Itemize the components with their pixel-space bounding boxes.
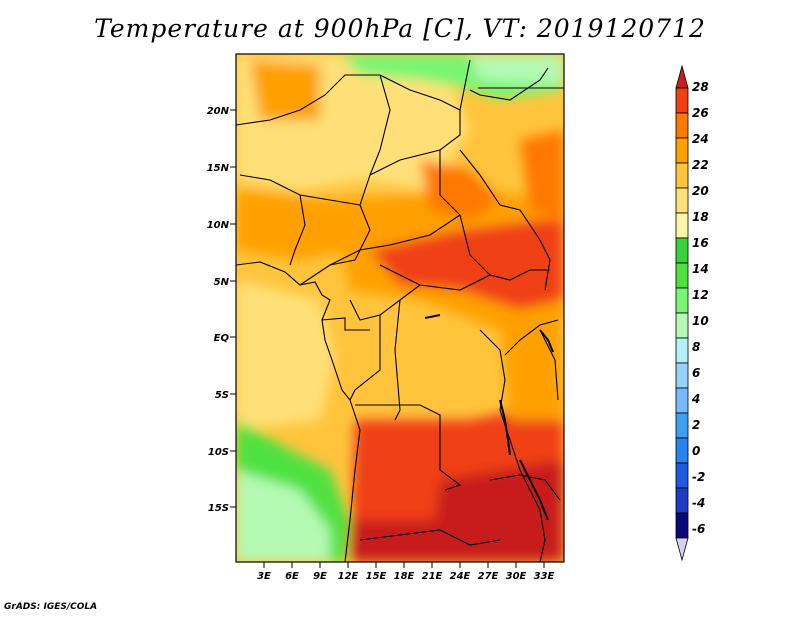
colorbar-label: 26 xyxy=(692,106,709,120)
colorbar-label: -2 xyxy=(692,470,705,484)
lat-label-10s: 10S xyxy=(208,447,229,458)
lat-label-5s: 5S xyxy=(215,390,229,401)
colorbar-box xyxy=(675,487,689,514)
lat-label-15s: 15S xyxy=(208,503,229,514)
colorbar-box xyxy=(675,287,689,314)
colorbar-box xyxy=(675,212,689,239)
colorbar-label: 12 xyxy=(692,288,709,302)
lat-label-5n: 5N xyxy=(214,277,230,288)
lon-label-24e: 24E xyxy=(450,571,471,582)
colorbar-box xyxy=(675,162,689,189)
lon-label-21e: 21E xyxy=(422,571,443,582)
colorbar-label: 6 xyxy=(692,366,700,380)
colorbar-box xyxy=(675,187,689,214)
longitude-labels: 3E 6E 9E 12E 15E 18E 21E 24E 27E 30E 33E xyxy=(257,571,554,582)
latitude-labels: 20N 15N 10N 5N EQ 5S 10S 15S xyxy=(207,106,230,514)
colorbar-box xyxy=(675,337,689,364)
colorbar-label: 24 xyxy=(692,132,709,146)
colorbar-box xyxy=(675,437,689,464)
grads-credit: GrADS: IGES/COLA xyxy=(4,602,98,612)
colorbar-box xyxy=(675,362,689,389)
map-title: Temperature at 900hPa [C], VT: 201912071… xyxy=(94,14,706,43)
colorbar-label: 22 xyxy=(692,158,709,172)
country-borders xyxy=(236,59,564,562)
colorbar-box xyxy=(675,312,689,339)
colorbar-box xyxy=(675,387,689,414)
lon-label-3e: 3E xyxy=(257,571,271,582)
lon-label-33e: 33E xyxy=(534,571,555,582)
colorbar-label: -4 xyxy=(692,496,705,510)
lat-label-20n: 20N xyxy=(207,106,230,117)
colorbar-box xyxy=(675,87,689,114)
colorbar-box xyxy=(675,262,689,289)
colorbar-box xyxy=(675,112,689,139)
lakes xyxy=(424,314,554,521)
colorbar-label: 20 xyxy=(692,184,709,198)
colorbar-box xyxy=(675,412,689,439)
colorbar-box xyxy=(675,462,689,489)
lon-label-18e: 18E xyxy=(394,571,415,582)
colorbar-label: 10 xyxy=(692,314,709,328)
colorbar-box xyxy=(675,137,689,164)
lon-label-30e: 30E xyxy=(506,571,527,582)
colorbar-box xyxy=(675,237,689,264)
colorbar-label: 8 xyxy=(692,340,700,354)
colorbar-box xyxy=(675,512,689,539)
colorbar-label: 14 xyxy=(692,262,709,276)
lat-label-eq: EQ xyxy=(214,333,230,344)
latitude-ticks xyxy=(230,109,236,508)
lon-label-15e: 15E xyxy=(366,571,387,582)
temperature-field xyxy=(236,54,564,562)
lon-label-12e: 12E xyxy=(338,571,359,582)
lat-label-15n: 15N xyxy=(207,163,230,174)
longitude-ticks xyxy=(263,562,545,568)
colorbar-max-triangle xyxy=(675,64,689,89)
lat-label-10n: 10N xyxy=(207,220,230,231)
colorbar-label: 28 xyxy=(692,80,709,94)
colorbar-label: 0 xyxy=(692,444,700,458)
colorbar-label: -6 xyxy=(692,522,705,536)
colorbar-labels: 28 26 24 22 20 18 16 14 12 10 8 6 4 2 0 … xyxy=(691,80,709,536)
lon-label-27e: 27E xyxy=(478,571,499,582)
lon-label-9e: 9E xyxy=(313,571,327,582)
colorbar-label: 18 xyxy=(692,210,709,224)
colorbar-label: 4 xyxy=(691,392,700,406)
lon-label-6e: 6E xyxy=(285,571,299,582)
colorbar-label: 2 xyxy=(692,418,700,432)
colorbar-label: 16 xyxy=(692,236,709,250)
plot-frame xyxy=(235,53,565,563)
colorbar-min-triangle xyxy=(675,537,689,562)
colorbar xyxy=(675,64,689,562)
